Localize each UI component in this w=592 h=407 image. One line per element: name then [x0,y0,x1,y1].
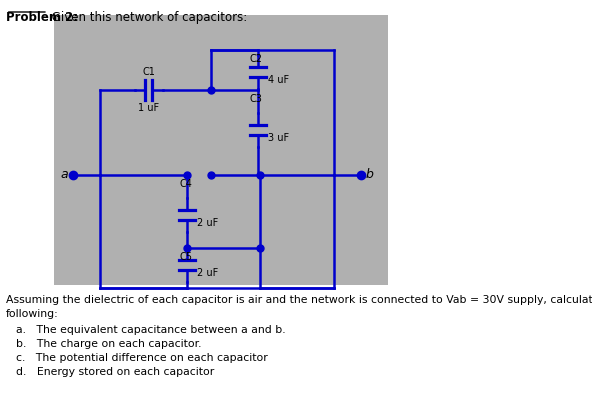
Text: C2: C2 [250,54,263,64]
Text: C4: C4 [179,179,192,189]
Text: 2 uF: 2 uF [197,218,218,228]
Text: Assuming the dielectric of each capacitor is air and the network is connected to: Assuming the dielectric of each capacito… [6,295,592,305]
FancyBboxPatch shape [54,15,388,285]
Text: 4 uF: 4 uF [268,75,289,85]
Text: 2 uF: 2 uF [197,268,218,278]
Text: Problem 2:: Problem 2: [6,11,78,24]
Text: c.   The potential difference on each capacitor: c. The potential difference on each capa… [16,353,268,363]
Text: following:: following: [6,309,59,319]
Text: b.   The charge on each capacitor.: b. The charge on each capacitor. [16,339,201,349]
Text: a: a [60,168,68,182]
Text: Given this network of capacitors:: Given this network of capacitors: [48,11,247,24]
Text: 3 uF: 3 uF [268,133,289,143]
Text: C3: C3 [250,94,263,104]
Text: C1: C1 [142,67,155,77]
Text: 1 uF: 1 uF [139,103,159,113]
Text: b: b [366,168,374,182]
Text: d.   Energy stored on each capacitor: d. Energy stored on each capacitor [16,367,214,377]
Text: a.   The equivalent capacitance between a and b.: a. The equivalent capacitance between a … [16,325,285,335]
Text: C5: C5 [179,252,192,262]
